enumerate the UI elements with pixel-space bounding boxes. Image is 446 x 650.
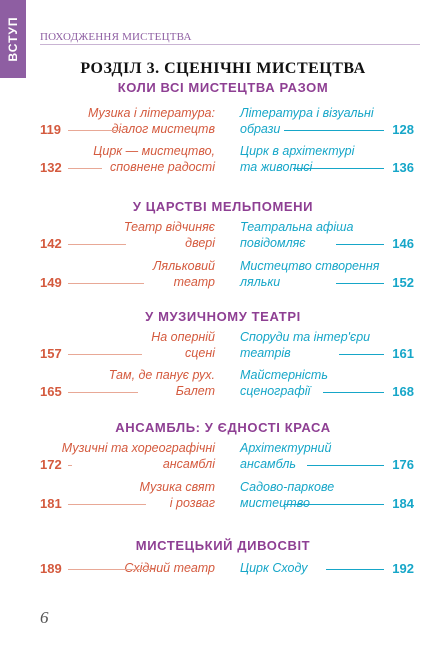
- toc-entry-right-line[interactable]: Архітектурний: [240, 441, 331, 456]
- toc-page-number-right[interactable]: 184: [392, 496, 414, 511]
- header-divider: [40, 44, 420, 45]
- toc-page-number-left[interactable]: 142: [40, 236, 62, 251]
- toc-leader-rule-left: [68, 569, 154, 570]
- section-title: КОЛИ ВСІ МИСТЕЦТВА РАЗОМ: [0, 80, 446, 95]
- toc-leader-rule-left: [68, 465, 72, 466]
- toc-page-number-right[interactable]: 161: [392, 346, 414, 361]
- toc-page-number-left[interactable]: 189: [40, 561, 62, 576]
- toc-leader-rule-left: [68, 283, 144, 284]
- toc-page-number-left[interactable]: 149: [40, 275, 62, 290]
- toc-leader-rule-right: [323, 392, 384, 393]
- toc-entry-right-line[interactable]: Цирк в архітектурі: [240, 144, 354, 159]
- toc-page-number-right[interactable]: 192: [392, 561, 414, 576]
- toc-page-number-right[interactable]: 176: [392, 457, 414, 472]
- running-head: ПОХОДЖЕННЯ МИСТЕЦТВА: [40, 31, 192, 43]
- toc-entry-left-line[interactable]: Балет: [176, 384, 215, 399]
- toc-leader-rule-right: [285, 504, 384, 505]
- toc-entry-left-line[interactable]: сцені: [185, 346, 215, 361]
- toc-page-number-right[interactable]: 136: [392, 160, 414, 175]
- toc-entry-right-line[interactable]: образи: [240, 122, 280, 137]
- toc-page-number-left[interactable]: 132: [40, 160, 62, 175]
- toc-leader-rule-right: [339, 354, 384, 355]
- toc-entry-left-line[interactable]: На оперній: [151, 330, 215, 345]
- toc-leader-rule-right: [336, 283, 384, 284]
- toc-page-number-right[interactable]: 128: [392, 122, 414, 137]
- toc-entry-right-line[interactable]: Література і візуальні: [240, 106, 374, 121]
- toc-page-number-left[interactable]: 119: [40, 122, 61, 137]
- toc-entry-right-line[interactable]: повідомляє: [240, 236, 306, 251]
- toc-entry-left-line[interactable]: і розваг: [170, 496, 215, 511]
- toc-leader-rule-left: [68, 244, 126, 245]
- toc-leader-rule-right: [293, 168, 384, 169]
- section-title: У МУЗИЧНОМУ ТЕАТРІ: [0, 309, 446, 324]
- toc-page-number-left[interactable]: 165: [40, 384, 62, 399]
- toc-entry-right-line[interactable]: Садово-паркове: [240, 480, 334, 495]
- toc-page-number-left[interactable]: 172: [40, 457, 62, 472]
- toc-entry-left-line[interactable]: Музика і література:: [88, 106, 215, 121]
- toc-entry-left-line[interactable]: Музика свят: [140, 480, 215, 495]
- toc-entry-right-line[interactable]: Споруди та інтер'єри: [240, 330, 370, 345]
- toc-entry-left-line[interactable]: Там, де панує рух.: [109, 368, 215, 383]
- toc-leader-rule-right: [336, 244, 384, 245]
- toc-entry-left-line[interactable]: двері: [185, 236, 215, 251]
- toc-leader-rule-right: [326, 569, 384, 570]
- section-title: АНСАМБЛЬ: У ЄДНОСТІ КРАСА: [0, 420, 446, 435]
- toc-leader-rule-left: [68, 392, 138, 393]
- toc-page-number-right[interactable]: 152: [392, 275, 414, 290]
- section-title: У ЦАРСТВІ МЕЛЬПОМЕНИ: [0, 199, 446, 214]
- section-title: МИСТЕЦЬКИЙ ДИВОСВІТ: [0, 538, 446, 553]
- toc-entry-left-line[interactable]: Музичні та хореографічні: [62, 441, 215, 456]
- toc-entry-right-line[interactable]: ляльки: [240, 275, 280, 290]
- toc-entry-left-line[interactable]: сповнене радості: [110, 160, 215, 175]
- toc-leader-rule-left: [68, 504, 146, 505]
- section-tab-label: ВСТУП: [6, 17, 20, 62]
- toc-entry-left-line[interactable]: Ляльковий: [153, 259, 215, 274]
- toc-leader-rule-right: [284, 130, 384, 131]
- toc-page-number-right[interactable]: 146: [392, 236, 414, 251]
- toc-page-number-right[interactable]: 168: [392, 384, 414, 399]
- toc-entry-right-line[interactable]: Майстерність: [240, 368, 328, 383]
- toc-leader-rule-left: [68, 130, 123, 131]
- toc-leader-rule-left: [68, 168, 102, 169]
- toc-entry-right-line[interactable]: театрів: [240, 346, 291, 361]
- toc-page-number-left[interactable]: 157: [40, 346, 62, 361]
- toc-page-number-left[interactable]: 181: [40, 496, 62, 511]
- toc-entry-left-line[interactable]: діалог мистецтв: [112, 122, 215, 137]
- toc-entry-left-line[interactable]: Цирк — мистецтво,: [93, 144, 215, 159]
- chapter-title: РОЗДІЛ 3. СЦЕНІЧНІ МИСТЕЦТВА: [0, 60, 446, 78]
- toc-leader-rule-left: [68, 354, 142, 355]
- toc-entry-right-line[interactable]: сценографії: [240, 384, 310, 399]
- toc-leader-rule-right: [307, 465, 384, 466]
- toc-entry-right-line[interactable]: Мистецтво створення: [240, 259, 379, 274]
- toc-entry-right-line[interactable]: ансамбль: [240, 457, 296, 472]
- page-number: 6: [40, 608, 49, 628]
- toc-entry-left-line[interactable]: ансамблі: [163, 457, 215, 472]
- toc-entry-left-line[interactable]: Театр відчиняє: [124, 220, 215, 235]
- toc-entry-left-line[interactable]: театр: [174, 275, 215, 290]
- toc-entry-right-line[interactable]: Театральна афіша: [240, 220, 353, 235]
- toc-entry-right-line[interactable]: Цирк Сходу: [240, 561, 307, 576]
